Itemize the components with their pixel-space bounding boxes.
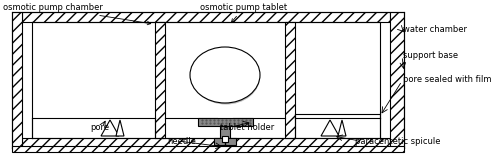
Bar — [22, 12, 390, 22]
Polygon shape — [101, 120, 119, 136]
Bar — [32, 22, 380, 138]
Text: paracentetic spicule: paracentetic spicule — [355, 137, 440, 146]
Bar — [390, 12, 404, 148]
Bar — [12, 12, 22, 148]
Polygon shape — [116, 120, 124, 136]
Polygon shape — [338, 120, 346, 136]
Bar — [22, 138, 390, 148]
Text: osmotic pump tablet: osmotic pump tablet — [200, 4, 287, 22]
Ellipse shape — [192, 49, 260, 105]
Bar — [198, 118, 252, 126]
Text: support base: support base — [403, 50, 458, 59]
Bar — [220, 126, 230, 138]
Bar — [214, 138, 236, 145]
Bar — [12, 146, 404, 152]
Bar — [222, 136, 228, 142]
Ellipse shape — [190, 47, 260, 103]
Bar — [155, 22, 165, 138]
Bar — [285, 22, 295, 138]
Text: water chamber: water chamber — [403, 26, 467, 35]
Text: pore: pore — [90, 124, 109, 132]
Text: tablet holder: tablet holder — [220, 124, 274, 132]
Text: osmotic pump chamber: osmotic pump chamber — [3, 4, 150, 25]
Polygon shape — [321, 120, 339, 136]
Text: pore sealed with film: pore sealed with film — [403, 75, 492, 85]
Text: needle: needle — [167, 137, 196, 146]
